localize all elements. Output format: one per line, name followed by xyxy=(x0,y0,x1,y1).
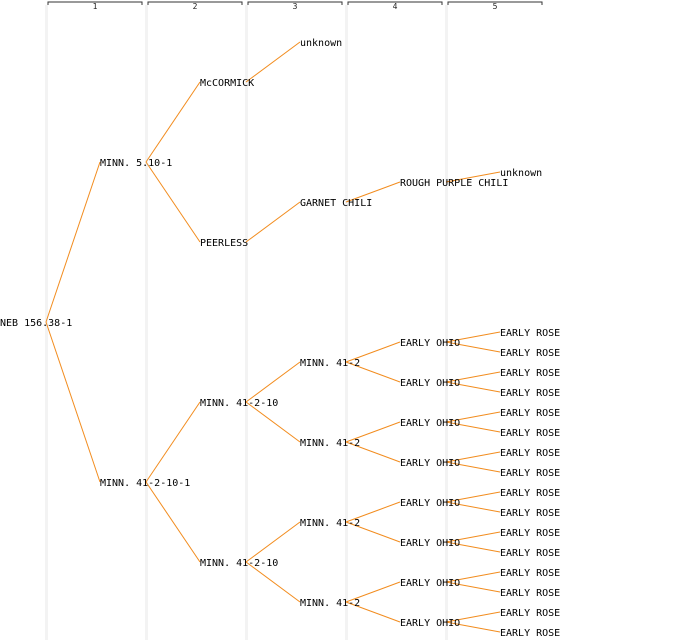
pedigree-edge xyxy=(345,181,401,203)
pedigree-edge xyxy=(245,201,301,243)
generation-bracket xyxy=(347,1,443,5)
pedigree-node-label: EARLY OHIO xyxy=(400,338,460,349)
pedigree-node-label: EARLY ROSE xyxy=(500,608,560,619)
pedigree-edge xyxy=(445,371,501,383)
generation-column-3 xyxy=(245,5,248,640)
pedigree-edge xyxy=(345,581,401,603)
pedigree-node-label: EARLY ROSE xyxy=(500,448,560,459)
pedigree-node-label: EARLY OHIO xyxy=(400,458,460,469)
pedigree-node-label: EARLY ROSE xyxy=(500,568,560,579)
pedigree-node-label: EARLY ROSE xyxy=(500,428,560,439)
pedigree-edge xyxy=(45,161,101,323)
pedigree-edge xyxy=(445,171,501,183)
generation-bracket xyxy=(247,1,343,5)
pedigree-edge xyxy=(345,601,401,623)
pedigree-edge xyxy=(445,501,501,513)
pedigree-node-label: EARLY ROSE xyxy=(500,328,560,339)
pedigree-node-label: EARLY ROSE xyxy=(500,588,560,599)
pedigree-node-label: EARLY ROSE xyxy=(500,548,560,559)
pedigree-node-label: EARLY ROSE xyxy=(500,368,560,379)
generation-column-2 xyxy=(145,5,148,640)
pedigree-edge xyxy=(445,421,501,433)
pedigree-edge xyxy=(345,441,401,463)
generation-number: 2 xyxy=(193,2,198,11)
generation-bracket xyxy=(147,1,243,5)
pedigree-node-label: NEB 156.38-1 xyxy=(0,318,72,329)
pedigree-node-label: EARLY ROSE xyxy=(500,388,560,399)
pedigree-node-label: ROUGH PURPLE CHILI xyxy=(400,178,508,189)
generation-number: 1 xyxy=(93,2,98,11)
pedigree-node-label: McCORMICK xyxy=(200,78,254,89)
pedigree-edge xyxy=(445,611,501,623)
pedigree-node-label: unknown xyxy=(300,38,342,49)
pedigree-edges xyxy=(45,41,501,633)
pedigree-node-label: EARLY ROSE xyxy=(500,528,560,539)
pedigree-node-label: MINN. 41-2 xyxy=(300,518,360,529)
pedigree-edge xyxy=(445,451,501,463)
pedigree-edge xyxy=(145,81,201,163)
pedigree-node-label: unknown xyxy=(500,168,542,179)
pedigree-node-label: MINN. 41-2-10 xyxy=(200,398,278,409)
pedigree-node-label: EARLY OHIO xyxy=(400,378,460,389)
column-backgrounds xyxy=(45,5,448,640)
pedigree-nodes: NEB 156.38-1 MINN. 5.10-1 McCORMICK unknown… xyxy=(0,38,560,639)
pedigree-edge xyxy=(445,341,501,353)
pedigree-edge xyxy=(245,41,301,83)
generation-bracket xyxy=(447,1,543,5)
pedigree-node-label: MINN. 41-2-10-1 xyxy=(100,478,190,489)
generation-column-4 xyxy=(345,5,348,640)
generation-number: 3 xyxy=(293,2,298,11)
pedigree-node-label: EARLY ROSE xyxy=(500,468,560,479)
pedigree-node-label: EARLY OHIO xyxy=(400,418,460,429)
pedigree-node-label: EARLY OHIO xyxy=(400,538,460,549)
pedigree-edge xyxy=(145,401,201,483)
pedigree-edge xyxy=(445,381,501,393)
generation-number: 5 xyxy=(493,2,498,11)
generation-column-5 xyxy=(445,5,448,640)
pedigree-edge xyxy=(345,521,401,543)
pedigree-edge xyxy=(445,621,501,633)
generation-number: 4 xyxy=(393,2,398,11)
pedigree-node-label: EARLY ROSE xyxy=(500,628,560,639)
pedigree-node-label: MINN. 41-2-10 xyxy=(200,558,278,569)
pedigree-edge xyxy=(445,581,501,593)
pedigree-node-label: EARLY ROSE xyxy=(500,408,560,419)
pedigree-edge xyxy=(445,491,501,503)
pedigree-edge xyxy=(245,521,301,563)
pedigree-node-label: EARLY ROSE xyxy=(500,488,560,499)
pedigree-node-label: EARLY OHIO xyxy=(400,498,460,509)
pedigree-edge xyxy=(345,421,401,443)
pedigree-edge xyxy=(445,571,501,583)
pedigree-node-label: EARLY ROSE xyxy=(500,348,560,359)
pedigree-node-label: MINN. 41-2 xyxy=(300,438,360,449)
pedigree-node-label: GARNET CHILI xyxy=(300,198,372,209)
pedigree-edge xyxy=(245,401,301,443)
pedigree-edge xyxy=(445,531,501,543)
pedigree-edge xyxy=(45,321,101,483)
pedigree-edge xyxy=(445,541,501,553)
pedigree-node-label: EARLY OHIO xyxy=(400,618,460,629)
pedigree-node-label: MINN. 41-2 xyxy=(300,358,360,369)
pedigree-node-label: EARLY ROSE xyxy=(500,508,560,519)
generation-header: 1 2 3 4 5 xyxy=(47,1,543,11)
pedigree-node-label: MINN. 5.10-1 xyxy=(100,158,172,169)
pedigree-edge xyxy=(245,561,301,603)
pedigree-edge xyxy=(445,461,501,473)
pedigree-edge xyxy=(145,481,201,563)
pedigree-edge xyxy=(345,361,401,383)
pedigree-node-label: EARLY OHIO xyxy=(400,578,460,589)
pedigree-edge xyxy=(445,331,501,343)
generation-bracket xyxy=(47,1,143,5)
pedigree-node-label: PEERLESS xyxy=(200,238,248,249)
pedigree-edge xyxy=(345,501,401,523)
pedigree-edge xyxy=(345,341,401,363)
pedigree-edge xyxy=(245,361,301,403)
pedigree-node-label: MINN. 41-2 xyxy=(300,598,360,609)
pedigree-edge xyxy=(145,161,201,243)
pedigree-edge xyxy=(445,411,501,423)
